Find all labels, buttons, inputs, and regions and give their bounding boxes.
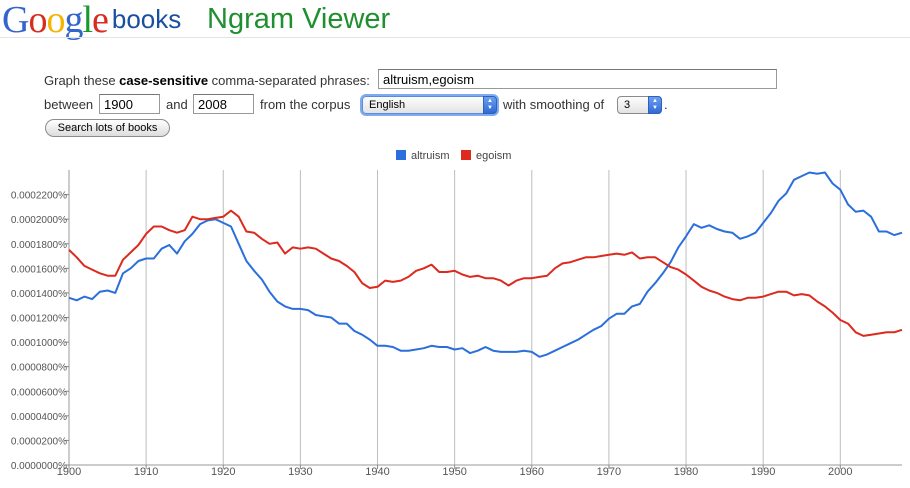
x-tick-label: 1980 [674, 466, 698, 478]
x-axis-tick-labels: 1900 1910 1920 1930 1940 1950 1960 1970 1980 1990… [57, 466, 853, 478]
x-tick-label: 1970 [597, 466, 621, 478]
logo-letter: o [28, 0, 47, 41]
y-tick-label: 0.0001600% [11, 264, 67, 275]
x-tick-label: 1910 [134, 466, 158, 478]
corpus-select[interactable]: English ▲ ▼ [362, 96, 497, 114]
chart-legend: altruism egoism [396, 150, 511, 162]
x-tick-label: 1940 [365, 466, 389, 478]
x-tick-label: 1990 [751, 466, 775, 478]
series-line-altruism [68, 171, 903, 358]
header-divider [0, 37, 910, 38]
y-tick-label: 0.0000400% [11, 412, 67, 423]
corpus-select-value: English [369, 99, 406, 111]
series-line-egoism [68, 209, 903, 337]
between-label: between [44, 97, 94, 112]
x-tick-label: 1920 [211, 466, 235, 478]
select-arrows-icon: ▲ ▼ [648, 96, 662, 114]
legend-swatch-altruism [396, 150, 406, 160]
logo-letter: G [2, 0, 29, 41]
logo-letter: e [92, 0, 109, 41]
y-tick-label: 0.0001200% [11, 314, 67, 325]
y-tick-label: 0.0001000% [11, 338, 67, 349]
y-tick-label: 0.0001800% [11, 240, 67, 251]
y-tick-label: 0.0002200% [11, 191, 67, 202]
app-title: Ngram Viewer [207, 3, 391, 35]
x-tick-label: 1960 [520, 466, 544, 478]
phrases-input[interactable]: altruism,egoism [378, 69, 777, 89]
logo-books-word: books [111, 4, 182, 34]
y-tick-label: 0.0001400% [11, 289, 67, 300]
x-tick-label: 2000 [828, 466, 852, 478]
y-tick-label: 0.0000600% [11, 387, 67, 398]
end-year-input[interactable]: 2008 [193, 94, 254, 114]
x-tick-label: 1930 [288, 466, 312, 478]
logo-letter: l [82, 0, 93, 41]
y-tick-label: 0.0000200% [11, 436, 67, 447]
search-books-button[interactable]: Search lots of books [45, 119, 170, 137]
period-text: . [664, 97, 668, 112]
corpus-label: from the corpus [260, 97, 351, 112]
smoothing-select[interactable]: 3 ▲ ▼ [617, 96, 662, 114]
x-tick-label: 1950 [442, 466, 466, 478]
smoothing-select-value: 3 [624, 99, 631, 111]
y-axis-tick-labels: 0.0000000% 0.0000200% 0.0000400% 0.0000600%… [11, 191, 67, 472]
legend-label-egoism: egoism [476, 150, 511, 162]
google-books-logo[interactable]: Google books [2, 0, 181, 42]
phrases-label: Graph these case-sensitive comma-separat… [44, 73, 370, 88]
select-arrows-icon: ▲ ▼ [483, 96, 497, 114]
x-tick-label: 1900 [57, 466, 81, 478]
y-tick-label: 0.0000800% [11, 363, 67, 374]
y-tick-label: 0.0000000% [11, 461, 67, 472]
start-year-input[interactable]: 1900 [99, 94, 160, 114]
legend-swatch-egoism [461, 150, 471, 160]
y-tick-label: 0.0002000% [11, 215, 67, 226]
logo-letter: o [46, 0, 65, 41]
legend-label-altruism: altruism [411, 150, 450, 162]
logo-letter: g [64, 0, 83, 41]
smoothing-label: with smoothing of [503, 97, 605, 112]
and-label: and [166, 97, 188, 112]
chart-grid [65, 170, 902, 469]
google-logo-letters: Google [2, 0, 109, 41]
series-lines [68, 171, 903, 358]
